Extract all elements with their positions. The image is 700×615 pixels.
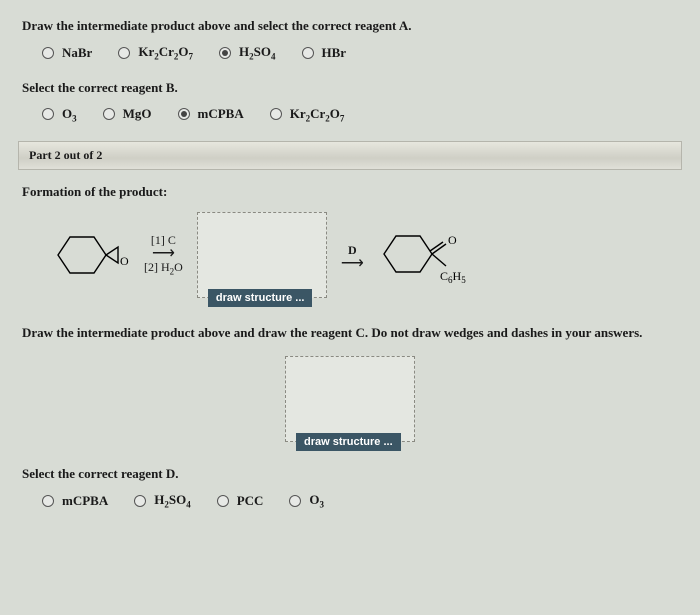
- radio-a-hbr[interactable]: [302, 47, 314, 59]
- option-k2cr2o7: Kr2Cr2O7: [138, 44, 193, 62]
- arrow-c: [1] C ⟶ [2] H2O: [144, 232, 183, 277]
- arrow-d: D ⟶: [341, 242, 364, 269]
- part-header: Part 2 out of 2: [18, 141, 682, 170]
- option-d-pcc: PCC: [237, 493, 264, 509]
- radio-a-nabr[interactable]: [42, 47, 54, 59]
- prompt-b: Select the correct reagent B.: [22, 80, 678, 96]
- intermediate-draw-box[interactable]: draw structure ...: [197, 212, 327, 298]
- option-nabr: NaBr: [62, 45, 92, 61]
- draw-structure-button[interactable]: draw structure ...: [208, 289, 313, 307]
- option-o3: O3: [62, 106, 77, 124]
- worksheet-page: Draw the intermediate product above and …: [0, 0, 700, 538]
- radio-b-mcpba[interactable]: [178, 108, 190, 120]
- radio-a-h2so4[interactable]: [219, 47, 231, 59]
- option-d-mcpba: mCPBA: [62, 493, 108, 509]
- option-d-h2so4: H2SO4: [154, 492, 190, 510]
- radio-d-mcpba[interactable]: [42, 495, 54, 507]
- prompt-a: Draw the intermediate product above and …: [22, 18, 678, 34]
- reagent-b-options: O3 MgO mCPBA Kr2Cr2O7: [42, 106, 678, 124]
- formation-label: Formation of the product:: [22, 184, 678, 200]
- product-structure-icon: O C6H5: [378, 222, 478, 288]
- reagent-d-options: mCPBA H2SO4 PCC O3: [42, 492, 678, 510]
- radio-d-o3[interactable]: [289, 495, 301, 507]
- svg-text:O: O: [120, 254, 129, 268]
- prompt-d: Select the correct reagent D.: [22, 466, 678, 482]
- option-hbr: HBr: [322, 45, 347, 61]
- start-structure-icon: O: [52, 225, 130, 285]
- draw-structure-button-2[interactable]: draw structure ...: [296, 433, 401, 451]
- option-mcpba: mCPBA: [198, 106, 244, 122]
- radio-b-k2cr2o7[interactable]: [270, 108, 282, 120]
- option-h2so4: H2SO4: [239, 44, 275, 62]
- radio-d-pcc[interactable]: [217, 495, 229, 507]
- radio-a-k2cr2o7[interactable]: [118, 47, 130, 59]
- arrow-icon: ⟶: [152, 249, 175, 259]
- radio-b-mgo[interactable]: [103, 108, 115, 120]
- svg-text:O: O: [448, 233, 457, 247]
- svg-text:C6H5: C6H5: [440, 269, 466, 285]
- option-d-o3: O3: [309, 492, 324, 510]
- reagent-c-draw-box[interactable]: draw structure ...: [285, 356, 415, 442]
- reagent-a-options: NaBr Kr2Cr2O7 H2SO4 HBr: [42, 44, 678, 62]
- option-mgo: MgO: [123, 106, 152, 122]
- radio-b-o3[interactable]: [42, 108, 54, 120]
- reaction-scheme: O [1] C ⟶ [2] H2O draw structure ... D ⟶…: [52, 212, 678, 298]
- instruction-c: Draw the intermediate product above and …: [22, 324, 678, 342]
- option-b-k2cr2o7: Kr2Cr2O7: [290, 106, 345, 124]
- arrow-icon-2: ⟶: [341, 259, 364, 269]
- radio-d-h2so4[interactable]: [134, 495, 146, 507]
- step2-label: [2] H2O: [144, 260, 183, 276]
